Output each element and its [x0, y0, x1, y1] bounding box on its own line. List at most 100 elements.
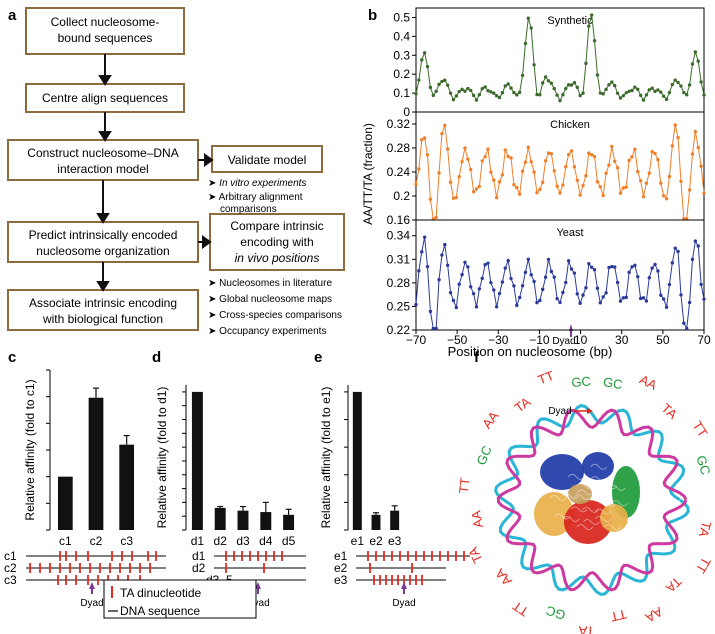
chart-b-point-2-62 — [592, 268, 597, 272]
bar-c-xlabel-c3: c3 — [120, 534, 133, 548]
bar-c-bar-c3 — [119, 444, 135, 530]
helix-texture-7 — [600, 483, 618, 490]
legend-dna-label: DNA sequence — [120, 604, 200, 618]
legend-frame — [103, 579, 257, 619]
chart-b-point-2-45 — [543, 275, 548, 279]
chart-b-point-0-90 — [673, 78, 677, 82]
chart-b-point-1-17 — [463, 146, 467, 150]
chart-b-point-0-44 — [541, 81, 545, 85]
helix-texture-14 — [590, 463, 608, 470]
chart-b-point-1-37 — [520, 169, 525, 173]
chart-b-point-2-20 — [471, 291, 476, 296]
chart-b-point-1-89 — [670, 144, 675, 148]
chart-b-point-0-55 — [572, 81, 577, 85]
chart-b-point-0-43 — [538, 93, 542, 97]
chart-b-point-0-86 — [661, 94, 666, 98]
chart-b-point-0-98 — [696, 59, 700, 63]
chart-b-point-1-20 — [471, 190, 476, 194]
chart-b-point-0-100 — [702, 93, 706, 97]
helix-texture-6 — [585, 481, 602, 487]
panel-label-e: e — [314, 349, 322, 366]
flow-box-validate-line1: Validate model — [228, 153, 307, 167]
bullet-global: ➤ Global nucleosome maps — [208, 294, 332, 305]
chart-b-ytick-label-0-2: 0.2 — [393, 67, 410, 81]
seq-e3-label: e3 — [334, 573, 348, 587]
dinucleotide-label-5: AA — [713, 488, 715, 506]
chart-b-point-0-24 — [483, 85, 487, 89]
chart-b-point-2-6 — [431, 326, 435, 331]
dinucleotide-label-9: AA — [642, 604, 665, 626]
chart-b-point-0-15 — [457, 89, 461, 94]
chart-b-point-1-96 — [690, 152, 695, 156]
helix-texture-3 — [563, 516, 580, 522]
helix-texture-13 — [567, 473, 585, 480]
chart-b-point-1-56 — [575, 178, 579, 183]
chart-b-frame-2 — [415, 219, 705, 331]
chart-b-ytick-label-1-1: 0.2 — [393, 189, 410, 203]
chart-b-point-1-46 — [546, 151, 551, 155]
chart-b-point-2-4 — [425, 264, 430, 269]
chart-b-point-0-9 — [440, 79, 444, 84]
panel-label-b: b — [368, 7, 377, 24]
legend-ta-label: TA dinucleotide — [120, 586, 201, 600]
arrow-4-head — [96, 281, 110, 292]
sequence-schematics: c1c2c3d1d2d3–5e1e2e3DyadDyadDyad — [4, 549, 470, 609]
chart-b-point-0-78 — [638, 93, 643, 97]
chart-b-point-2-72 — [621, 296, 626, 300]
chart-b-point-1-14 — [454, 195, 459, 200]
chart-b-point-0-51 — [561, 93, 565, 97]
chart-b-point-0-6 — [431, 93, 435, 98]
chart-b-xtick-label-5: 30 — [615, 333, 629, 347]
chart-b-point-2-81 — [647, 276, 651, 280]
chart-b-point-2-40 — [529, 273, 533, 277]
helix-texture-2 — [583, 519, 600, 525]
chart-b-point-1-70 — [615, 166, 620, 170]
chart-b-ytick-label-2-2: 0.28 — [387, 276, 411, 290]
chart-b-point-0-7 — [434, 89, 438, 94]
chart-b-point-1-15 — [457, 175, 461, 179]
chart-b-point-2-77 — [636, 274, 640, 279]
chart-b-point-1-18 — [466, 157, 470, 161]
chart-b-point-2-7 — [434, 326, 438, 331]
chart-b-point-0-67 — [607, 83, 611, 87]
chart-b-point-1-61 — [589, 153, 594, 157]
chart-b-point-2-82 — [650, 266, 654, 270]
chart-b-point-1-2 — [420, 137, 424, 142]
chart-b-point-2-9 — [440, 253, 444, 257]
flow-box-associate-line1: Associate intrinsic encoding — [29, 296, 177, 310]
chart-b-point-1-75 — [630, 155, 634, 159]
chart-b-xtick-label-2: −30 — [488, 333, 509, 347]
bar-chart-c: Relative affinity (fold to c1) c1 c2 c3 — [23, 369, 135, 548]
chart-b-point-1-73 — [624, 185, 628, 189]
chart-b-point-0-0 — [414, 92, 418, 96]
panel-label-d: d — [152, 349, 161, 366]
chart-b-point-0-30 — [500, 91, 505, 95]
chart-b-point-2-79 — [641, 296, 646, 300]
dinucleotide-label-4: GC — [693, 454, 713, 477]
chart-b-point-2-78 — [638, 296, 643, 301]
chart-b-point-2-17 — [463, 260, 467, 264]
chart-b-point-2-25 — [486, 261, 490, 265]
helix-texture-17 — [594, 516, 612, 522]
chart-b-point-0-39 — [526, 16, 531, 20]
chart-b-point-0-31 — [503, 84, 507, 88]
chart-b-ylabel: AA/TT/TA (fraction) — [361, 123, 375, 225]
chart-b-point-2-49 — [555, 297, 559, 301]
chart-b-point-1-65 — [601, 193, 605, 198]
chart-b-dyad-arrow — [569, 324, 573, 331]
chart-b-ytick-label-0-5: 0.5 — [393, 10, 410, 24]
chart-b-point-1-57 — [578, 193, 582, 197]
helix-texture-22 — [590, 476, 608, 483]
dinucleotide-label-19: AA — [479, 408, 502, 431]
chart-b-point-0-19 — [469, 88, 473, 93]
chart-b-point-2-12 — [448, 290, 453, 295]
bullet-arbitrary-cont: comparisons — [220, 204, 277, 215]
chart-b-point-1-83 — [653, 151, 657, 156]
chart-b-point-2-5 — [428, 309, 433, 314]
seq-e2-label: e2 — [334, 561, 348, 575]
chart-b-point-2-51 — [561, 290, 565, 295]
chart-b-series-name-2: Yeast — [556, 227, 583, 239]
chart-b-point-2-91 — [676, 249, 680, 254]
dinucleotide-label-1: AA — [637, 372, 659, 393]
chart-b-ytick-label-1-4: 0.32 — [387, 117, 411, 131]
